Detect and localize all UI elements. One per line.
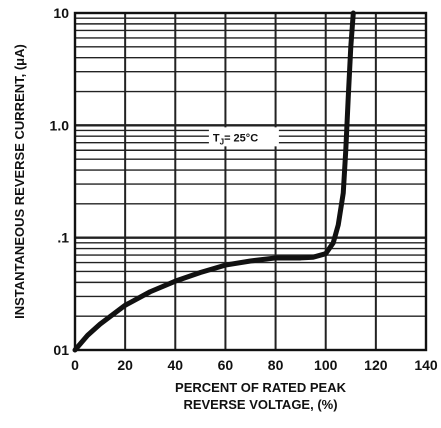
y-tick-label: 1.0 xyxy=(50,117,70,133)
y-axis-title: INSTANTANEOUS REVERSE CURRENT, (μA) xyxy=(12,44,27,319)
x-tick-label: 120 xyxy=(364,357,388,373)
x-tick-label: 60 xyxy=(218,357,234,373)
annotation-background xyxy=(208,127,279,147)
x-tick-label: 80 xyxy=(268,357,284,373)
x-tick-label: 20 xyxy=(117,357,133,373)
x-tick-label: 140 xyxy=(414,357,438,373)
reverse-current-curve xyxy=(72,10,356,353)
plot-frame xyxy=(73,11,428,352)
x-axis-title: REVERSE VOLTAGE, (%) xyxy=(183,397,337,412)
x-axis-title: PERCENT OF RATED PEAK xyxy=(175,380,347,395)
y-tick-label: .1 xyxy=(57,230,69,246)
x-tick-label: 40 xyxy=(167,357,183,373)
x-tick-label: 100 xyxy=(314,357,338,373)
annotation-label: TJ= 25°C xyxy=(213,132,258,146)
x-tick-label: 0 xyxy=(71,357,79,373)
y-tick-label: 10 xyxy=(53,5,69,21)
y-tick-label: 01 xyxy=(53,342,69,358)
